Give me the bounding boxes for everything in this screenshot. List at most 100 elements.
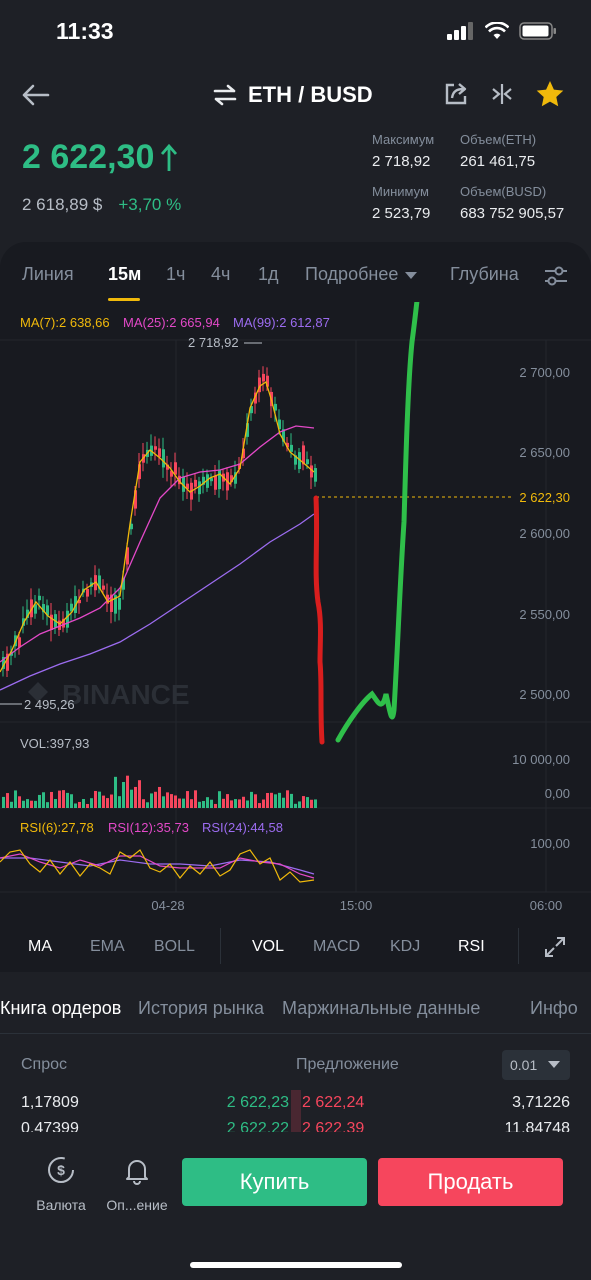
binance-watermark: BINANCE xyxy=(62,679,190,710)
candle-body xyxy=(170,471,173,477)
ma7-line xyxy=(0,380,315,673)
wifi-icon xyxy=(485,22,509,39)
candle-body xyxy=(102,585,105,590)
tab-more[interactable]: Подробнее xyxy=(305,264,418,285)
rsi24-label: RSI(24):44,58 xyxy=(202,820,283,835)
bid-price: 2 622,23 xyxy=(226,1094,289,1111)
tab-line[interactable]: Линия xyxy=(22,264,74,284)
candle-body xyxy=(66,610,69,628)
vol-axis-label: 0,00 xyxy=(545,786,570,801)
compare-icon[interactable] xyxy=(491,82,513,106)
star-icon[interactable] xyxy=(535,80,565,108)
volume-bar xyxy=(242,796,245,808)
candle-body xyxy=(306,459,309,465)
tab-4h[interactable]: 4ч xyxy=(211,264,231,284)
volume-bar xyxy=(258,803,261,808)
volume-bars xyxy=(2,775,317,808)
ma25-label: MA(25):2 665,94 xyxy=(123,315,220,330)
price-axis-label: 2 650,00 xyxy=(519,445,570,460)
candle-body xyxy=(266,375,269,387)
price-axis-label: 2 500,00 xyxy=(519,687,570,702)
volume-bar xyxy=(194,790,197,808)
tab-depth[interactable]: Глубина xyxy=(450,264,519,284)
vol-label: VOL:397,93 xyxy=(20,736,89,751)
tab-1d[interactable]: 1д xyxy=(258,264,279,284)
chart-card: Линия 15м 1ч 4ч 1д Подробнее Глубина BIN… xyxy=(0,242,591,972)
header-actions xyxy=(443,80,565,108)
green-annotation-stroke xyxy=(335,302,420,743)
currency-exchange-icon: $ xyxy=(48,1157,74,1183)
volume-bar xyxy=(238,799,241,808)
volume-bar xyxy=(270,792,273,808)
orderbook-row[interactable]: 0,47399 2 622,22 2 622,39 11,84748 xyxy=(0,1116,591,1132)
volume-bar xyxy=(306,797,309,808)
volume-bar xyxy=(62,790,65,808)
home-indicator xyxy=(190,1262,402,1268)
volume-bar xyxy=(198,801,201,808)
tab-15m[interactable]: 15м xyxy=(108,264,142,284)
last-price-value: 2 622,30 xyxy=(22,138,155,176)
battery-icon xyxy=(519,22,556,40)
candle-body xyxy=(58,620,61,630)
volume-bar xyxy=(110,794,113,808)
candle-body xyxy=(302,445,305,465)
chart-low-marker: 2 495,26 xyxy=(24,697,75,712)
share-icon[interactable] xyxy=(443,81,469,107)
alert-button[interactable]: Оп...ение xyxy=(102,1154,172,1213)
candle-body xyxy=(86,588,89,597)
volume-bar xyxy=(190,799,193,808)
back-arrow-icon[interactable] xyxy=(18,80,52,110)
indicator-ema[interactable]: EMA xyxy=(90,938,125,955)
tab-market-history[interactable]: История рынка xyxy=(138,998,264,1018)
candle-body xyxy=(206,474,209,488)
candle-body xyxy=(202,476,205,485)
chart-settings-icon[interactable] xyxy=(544,266,568,286)
candle-body xyxy=(282,429,285,442)
buy-button[interactable]: Купить xyxy=(182,1158,367,1206)
sell-button[interactable]: Продать xyxy=(378,1158,563,1206)
volume-bar xyxy=(250,791,253,808)
ma99-line xyxy=(0,513,315,691)
indicator-ma[interactable]: MA xyxy=(28,938,52,955)
candle-body xyxy=(298,452,301,470)
precision-dropdown[interactable]: 0.01 xyxy=(502,1050,570,1080)
volume-bar xyxy=(98,791,101,808)
volume-bar xyxy=(82,799,85,808)
tab-1h[interactable]: 1ч xyxy=(166,264,186,284)
high-value: 2 718,92 xyxy=(372,153,431,170)
volume-bar xyxy=(70,794,73,808)
volume-bar xyxy=(158,786,161,808)
fullscreen-icon[interactable] xyxy=(544,936,566,958)
time-axis-label: 15:00 xyxy=(340,898,373,913)
ask-qty: 11,84748 xyxy=(504,1120,570,1132)
candle-body xyxy=(154,446,157,450)
active-tab-underline xyxy=(108,298,140,301)
candle-body xyxy=(38,595,41,601)
volume-bar xyxy=(30,800,33,808)
signal-icon xyxy=(447,22,473,40)
candle-body xyxy=(126,547,129,565)
volume-bar xyxy=(42,792,45,808)
indicator-boll[interactable]: BOLL xyxy=(154,938,195,955)
tab-info[interactable]: Инфо xyxy=(530,998,578,1018)
candle-body xyxy=(2,656,5,669)
candle-body xyxy=(230,475,233,483)
volume-bar xyxy=(314,799,317,808)
candle-body xyxy=(210,478,213,482)
candle-body xyxy=(254,392,257,404)
candlestick-chart[interactable]: BINANCE MA(7):2 638,66 MA(25):2 665,94 M… xyxy=(0,302,591,922)
volume-bar xyxy=(174,795,177,808)
tab-orderbook[interactable]: Книга ордеров xyxy=(0,998,122,1018)
orderbook-header: Спрос Предложение 0.01 xyxy=(0,1046,591,1086)
pair-selector[interactable]: ETH / BUSD xyxy=(212,82,373,108)
indicator-kdj[interactable]: KDJ xyxy=(390,938,421,955)
tab-margin-data[interactable]: Маржинальные данные xyxy=(282,998,481,1018)
currency-button[interactable]: $ Валюта xyxy=(26,1154,96,1213)
candle-body xyxy=(162,449,165,468)
indicator-rsi[interactable]: RSI xyxy=(458,938,485,955)
indicator-vol[interactable]: VOL xyxy=(252,938,285,955)
orderbook-row[interactable]: 1,17809 2 622,23 2 622,24 3,71226 xyxy=(0,1090,591,1116)
vol-eth-label: Объем(ETH) xyxy=(460,132,537,147)
indicator-macd[interactable]: MACD xyxy=(313,938,361,955)
market-tabs: Книга ордеров История рынка Маржинальные… xyxy=(0,980,591,1034)
